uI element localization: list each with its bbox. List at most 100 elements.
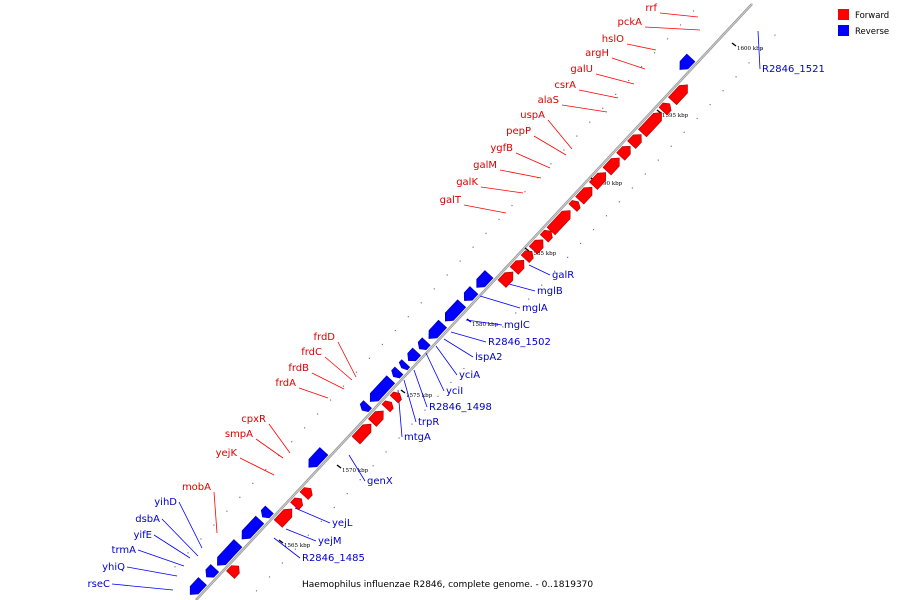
forward-gene-label[interactable]: galU <box>570 64 593 75</box>
forward-gene-label[interactable]: rrf <box>645 3 657 14</box>
reverse-gene-label[interactable]: galR <box>552 270 574 281</box>
forward-gene-label[interactable]: pckA <box>618 17 643 28</box>
reverse-gene-label[interactable]: R2846_1498 <box>429 402 492 413</box>
forward-gene[interactable] <box>627 134 642 149</box>
forward-gene[interactable] <box>497 271 514 288</box>
forward-gene[interactable] <box>273 508 293 528</box>
forward-gene[interactable] <box>575 186 593 205</box>
forward-gene[interactable] <box>299 487 313 500</box>
forward-label-connector <box>463 204 507 214</box>
reverse-gene[interactable] <box>444 299 467 322</box>
reverse-gene-label[interactable]: mtgA <box>404 432 431 443</box>
forward-gene-label[interactable]: hslO <box>602 34 624 45</box>
forward-gene-label[interactable]: galT <box>440 195 462 206</box>
track-dot <box>589 121 591 123</box>
reverse-gene[interactable] <box>205 564 220 578</box>
forward-gene[interactable] <box>351 423 372 445</box>
reverse-gene-label[interactable]: mglB <box>537 286 563 297</box>
track-dot <box>459 260 461 262</box>
forward-gene[interactable] <box>290 497 304 511</box>
track-dot <box>200 538 202 540</box>
track-dot <box>679 24 682 26</box>
reverse-gene[interactable] <box>417 337 431 351</box>
forward-gene[interactable] <box>546 210 571 236</box>
forward-gene-label[interactable]: cpxR <box>241 414 266 425</box>
reverse-gene[interactable] <box>241 515 265 540</box>
forward-gene[interactable] <box>668 84 688 106</box>
forward-gene[interactable] <box>226 565 240 579</box>
forward-gene[interactable] <box>602 157 620 176</box>
reverse-gene-label[interactable]: yhiQ <box>102 562 125 573</box>
forward-gene-label[interactable]: uspA <box>520 110 545 121</box>
reverse-gene-label[interactable]: yciA <box>459 370 480 381</box>
reverse-gene[interactable] <box>476 270 494 288</box>
reverse-gene-label[interactable]: dsbA <box>135 514 160 525</box>
forward-gene[interactable] <box>381 400 394 413</box>
forward-gene-label[interactable]: pepP <box>506 126 531 137</box>
reverse-gene-label[interactable]: mglA <box>522 303 548 314</box>
reverse-gene-label[interactable]: mglC <box>504 320 530 331</box>
reverse-gene-label[interactable]: yejM <box>318 536 341 547</box>
forward-gene[interactable] <box>509 259 525 275</box>
forward-gene-label[interactable]: argH <box>585 48 609 59</box>
forward-gene-label[interactable]: frdC <box>301 347 322 358</box>
track-dot <box>524 191 526 193</box>
forward-gene-label[interactable]: ygfB <box>490 143 513 154</box>
tick-label: 1565 kbp <box>284 543 311 549</box>
forward-gene-label[interactable]: galM <box>473 160 497 171</box>
reverse-gene[interactable] <box>428 319 448 339</box>
reverse-gene[interactable] <box>407 347 422 362</box>
forward-gene-label[interactable]: alaS <box>538 95 559 106</box>
reverse-gene-label[interactable]: trmA <box>112 545 137 556</box>
reverse-gene-label[interactable]: trpR <box>418 417 439 428</box>
forward-gene[interactable] <box>528 239 544 255</box>
forward-gene-label[interactable]: smpA <box>225 429 253 440</box>
track-dot <box>291 441 293 443</box>
forward-gene[interactable] <box>367 410 384 427</box>
reverse-gene-label[interactable]: yihD <box>154 497 177 508</box>
reverse-gene[interactable] <box>189 577 207 595</box>
reverse-gene[interactable] <box>398 359 411 371</box>
forward-gene[interactable] <box>616 145 631 161</box>
forward-gene-label[interactable]: yejK <box>216 448 238 459</box>
track-dot <box>657 159 659 161</box>
forward-gene[interactable] <box>638 112 662 138</box>
reverse-gene-label[interactable]: yciI <box>446 386 463 397</box>
forward-gene[interactable] <box>658 102 672 116</box>
track-dot <box>709 103 711 106</box>
track-dot <box>385 451 387 453</box>
forward-gene-label[interactable]: frdA <box>275 378 296 389</box>
genome-backbone-highlight <box>196 3 753 600</box>
reverse-gene[interactable] <box>463 286 479 301</box>
reverse-gene[interactable] <box>359 400 372 413</box>
reverse-gene[interactable] <box>308 447 329 468</box>
reverse-gene[interactable] <box>217 539 243 566</box>
track-dot <box>411 423 413 425</box>
legend-forward-swatch <box>838 9 849 20</box>
reverse-gene[interactable] <box>369 375 396 402</box>
forward-label-connector <box>626 43 657 51</box>
forward-gene-label[interactable]: mobA <box>182 482 211 493</box>
forward-gene-label[interactable]: csrA <box>554 80 576 91</box>
reverse-gene[interactable] <box>391 366 404 379</box>
track-dot <box>644 173 646 175</box>
reverse-gene-label[interactable]: ispA2 <box>475 352 503 363</box>
track-dot <box>628 79 630 82</box>
reverse-gene[interactable] <box>679 53 696 70</box>
forward-gene-label[interactable]: frdB <box>288 363 309 374</box>
reverse-gene[interactable] <box>260 505 274 519</box>
reverse-gene-label[interactable]: rseC <box>88 579 110 590</box>
reverse-gene-label[interactable]: yejL <box>332 518 353 529</box>
forward-gene[interactable] <box>588 172 607 190</box>
reverse-gene-label[interactable]: R2846_1521 <box>762 64 825 75</box>
reverse-gene-label[interactable]: R2846_1502 <box>488 337 551 348</box>
forward-gene[interactable] <box>568 200 581 212</box>
reverse-gene-label[interactable]: R2846_1485 <box>302 553 365 564</box>
forward-gene[interactable] <box>539 229 553 243</box>
forward-gene[interactable] <box>520 250 534 264</box>
forward-gene-label[interactable]: galK <box>456 177 478 188</box>
reverse-gene-label[interactable]: yifE <box>133 530 152 541</box>
reverse-gene-label[interactable]: genX <box>367 476 393 487</box>
forward-gene-label[interactable]: frdD <box>313 332 335 343</box>
forward-gene[interactable] <box>389 391 402 404</box>
